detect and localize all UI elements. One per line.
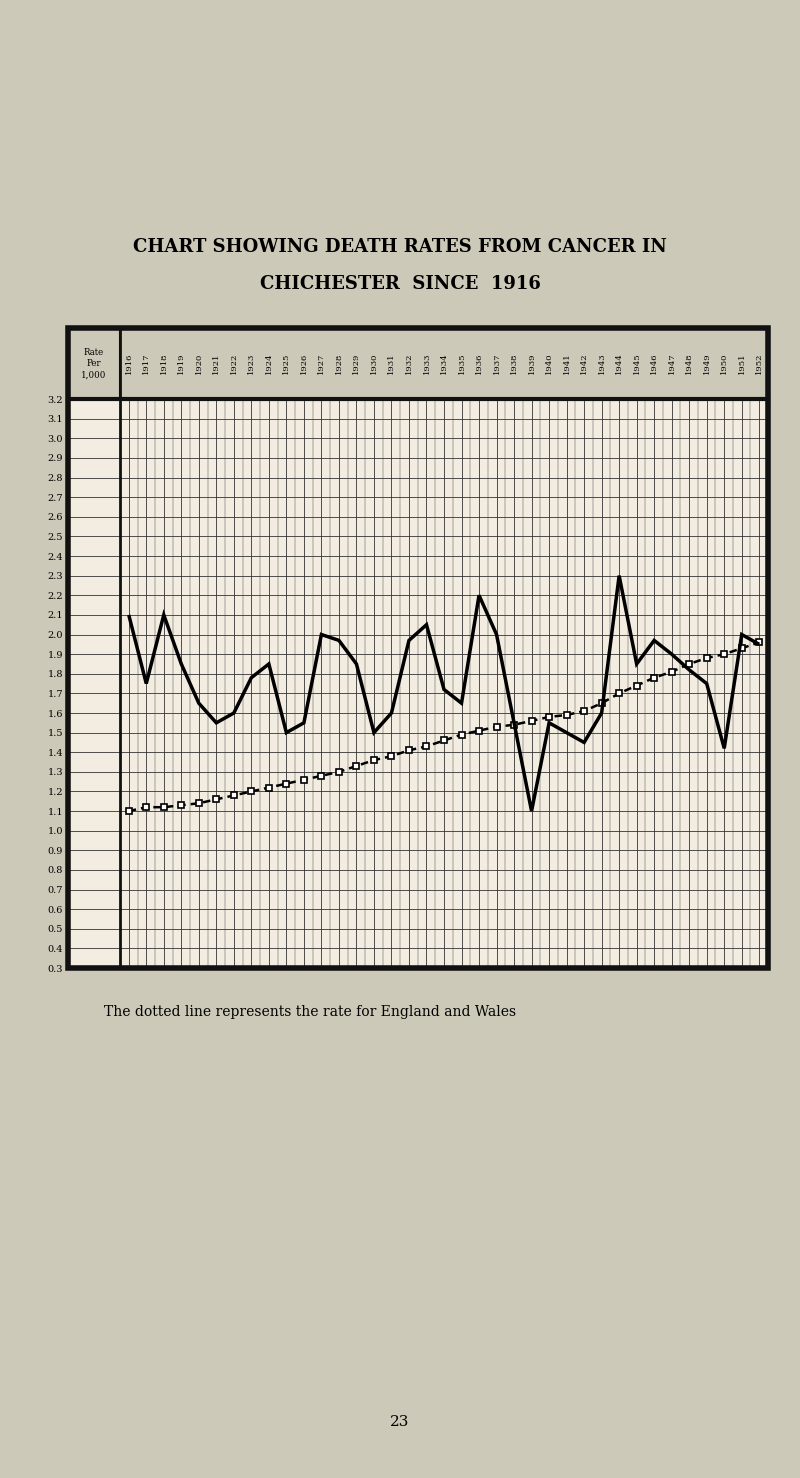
Text: The dotted line represents the rate for England and Wales: The dotted line represents the rate for … bbox=[104, 1005, 516, 1020]
Text: 23: 23 bbox=[390, 1414, 410, 1429]
Text: CHICHESTER  SINCE  1916: CHICHESTER SINCE 1916 bbox=[259, 275, 541, 293]
Text: 1949: 1949 bbox=[702, 353, 710, 374]
Text: 1924: 1924 bbox=[265, 353, 273, 374]
Text: 1935: 1935 bbox=[458, 353, 466, 374]
Text: 1941: 1941 bbox=[562, 353, 570, 374]
Text: 1927: 1927 bbox=[318, 353, 326, 374]
Text: 1929: 1929 bbox=[353, 353, 361, 374]
Text: 1939: 1939 bbox=[527, 353, 535, 374]
Text: 1920: 1920 bbox=[195, 353, 203, 374]
Text: Rate
Per
1,000: Rate Per 1,000 bbox=[82, 347, 106, 380]
Text: 1931: 1931 bbox=[387, 353, 395, 374]
Text: 1933: 1933 bbox=[422, 353, 430, 374]
Text: 1934: 1934 bbox=[440, 353, 448, 374]
Text: 1950: 1950 bbox=[720, 353, 728, 374]
Text: 1936: 1936 bbox=[475, 353, 483, 374]
Text: 1930: 1930 bbox=[370, 353, 378, 374]
Text: 1938: 1938 bbox=[510, 353, 518, 374]
Text: 1945: 1945 bbox=[633, 353, 641, 374]
Text: 1948: 1948 bbox=[685, 353, 693, 374]
Text: 1923: 1923 bbox=[247, 353, 255, 374]
Text: 1928: 1928 bbox=[335, 353, 343, 374]
Text: 1932: 1932 bbox=[405, 353, 413, 374]
Text: 1925: 1925 bbox=[282, 353, 290, 374]
Text: 1921: 1921 bbox=[212, 353, 220, 374]
Text: 1947: 1947 bbox=[668, 353, 676, 374]
Text: 1918: 1918 bbox=[160, 353, 168, 374]
Text: 1943: 1943 bbox=[598, 353, 606, 374]
Text: 1952: 1952 bbox=[755, 353, 763, 374]
Text: 1916: 1916 bbox=[125, 353, 133, 374]
Text: 1942: 1942 bbox=[580, 353, 588, 374]
Text: 1951: 1951 bbox=[738, 353, 746, 374]
Text: 1946: 1946 bbox=[650, 353, 658, 374]
Text: 1922: 1922 bbox=[230, 353, 238, 374]
Text: CHART SHOWING DEATH RATES FROM CANCER IN: CHART SHOWING DEATH RATES FROM CANCER IN bbox=[133, 238, 667, 256]
Text: 1919: 1919 bbox=[178, 353, 186, 374]
Text: 1926: 1926 bbox=[300, 353, 308, 374]
Text: 1940: 1940 bbox=[545, 353, 553, 374]
Text: 1917: 1917 bbox=[142, 353, 150, 374]
Text: 1944: 1944 bbox=[615, 353, 623, 374]
Text: 1937: 1937 bbox=[493, 353, 501, 374]
